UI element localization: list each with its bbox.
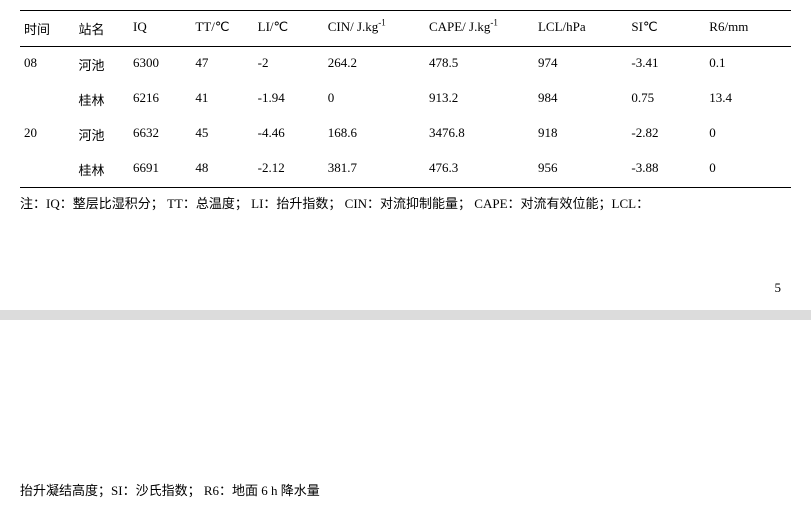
table-header-row: 时间 站名 IQ TT/℃ LI/℃ CIN/ J.kg-1 CAPE/ J.k… <box>20 11 791 47</box>
cell-time: 20 <box>20 117 75 152</box>
cell-si: -3.41 <box>627 47 705 83</box>
col-header-lcl: LCL/hPa <box>534 11 627 47</box>
cell-station: 河池 <box>75 47 130 83</box>
table-row: 桂林 6216 41 -1.94 0 913.2 984 0.75 13.4 <box>20 82 791 117</box>
cell-tt: 47 <box>191 47 253 83</box>
cell-tt: 48 <box>191 152 253 188</box>
cell-si: -2.82 <box>627 117 705 152</box>
cell-iq: 6216 <box>129 82 191 117</box>
cell-r6: 0 <box>705 117 791 152</box>
page-separator <box>0 310 811 320</box>
note-item: 抬升凝结高度； <box>20 483 111 498</box>
cell-r6: 0 <box>705 152 791 188</box>
cell-cape: 3476.8 <box>425 117 534 152</box>
cell-time: 08 <box>20 47 75 83</box>
cell-cin: 381.7 <box>324 152 425 188</box>
cell-li: -2 <box>254 47 324 83</box>
cape-label: CAPE/ J.kg <box>429 19 490 35</box>
cell-li: -1.94 <box>254 82 324 117</box>
col-header-station: 站名 <box>75 11 130 47</box>
cell-li: -4.46 <box>254 117 324 152</box>
cell-cape: 476.3 <box>425 152 534 188</box>
cell-time <box>20 152 75 188</box>
note-item: SI：沙氏指数； <box>111 483 201 498</box>
cell-time <box>20 82 75 117</box>
col-header-si: SI℃ <box>627 11 705 47</box>
cell-cin: 168.6 <box>324 117 425 152</box>
col-header-iq: IQ <box>129 11 191 47</box>
page-number: 5 <box>775 280 782 296</box>
table-container: 时间 站名 IQ TT/℃ LI/℃ CIN/ J.kg-1 CAPE/ J.k… <box>0 0 811 188</box>
cell-li: -2.12 <box>254 152 324 188</box>
col-header-r6: R6/mm <box>705 11 791 47</box>
data-table: 时间 站名 IQ TT/℃ LI/℃ CIN/ J.kg-1 CAPE/ J.k… <box>20 10 791 188</box>
cell-r6: 13.4 <box>705 82 791 117</box>
note-item: IQ：整层比湿积分； <box>46 196 164 211</box>
cell-tt: 41 <box>191 82 253 117</box>
cell-si: 0.75 <box>627 82 705 117</box>
cell-cape: 478.5 <box>425 47 534 83</box>
table-row: 桂林 6691 48 -2.12 381.7 476.3 956 -3.88 0 <box>20 152 791 188</box>
cell-tt: 45 <box>191 117 253 152</box>
table-body: 08 河池 6300 47 -2 264.2 478.5 974 -3.41 0… <box>20 47 791 188</box>
cell-iq: 6300 <box>129 47 191 83</box>
col-header-cin: CIN/ J.kg-1 <box>324 11 425 47</box>
table-row: 20 河池 6632 45 -4.46 168.6 3476.8 918 -2.… <box>20 117 791 152</box>
note-item: CIN：对流抑制能量； <box>345 196 471 211</box>
footnote-line-2: 抬升凝结高度；SI：沙氏指数； R6：地面 6 h 降水量 <box>0 320 811 529</box>
cell-lcl: 956 <box>534 152 627 188</box>
col-header-cape: CAPE/ J.kg-1 <box>425 11 534 47</box>
note-item: R6：地面 6 h 降水量 <box>204 483 320 498</box>
table-row: 08 河池 6300 47 -2 264.2 478.5 974 -3.41 0… <box>20 47 791 83</box>
col-header-time: 时间 <box>20 11 75 47</box>
cell-station: 河池 <box>75 117 130 152</box>
col-header-tt: TT/℃ <box>191 11 253 47</box>
footnote-line-1: 注：IQ：整层比湿积分； TT：总温度； LI：抬升指数； CIN：对流抑制能量… <box>0 188 811 215</box>
cell-si: -3.88 <box>627 152 705 188</box>
cell-r6: 0.1 <box>705 47 791 83</box>
cell-iq: 6691 <box>129 152 191 188</box>
cin-sup: -1 <box>378 18 386 28</box>
cell-lcl: 984 <box>534 82 627 117</box>
cin-label: CIN/ J.kg <box>328 19 379 35</box>
cell-station: 桂林 <box>75 82 130 117</box>
cell-cin: 264.2 <box>324 47 425 83</box>
cell-lcl: 974 <box>534 47 627 83</box>
cell-iq: 6632 <box>129 117 191 152</box>
note-item: CAPE：对流有效位能； <box>474 196 611 211</box>
cell-cape: 913.2 <box>425 82 534 117</box>
col-header-li: LI/℃ <box>254 11 324 47</box>
cell-station: 桂林 <box>75 152 130 188</box>
note-item: LI：抬升指数； <box>251 196 341 211</box>
cell-cin: 0 <box>324 82 425 117</box>
page: 时间 站名 IQ TT/℃ LI/℃ CIN/ J.kg-1 CAPE/ J.k… <box>0 0 811 529</box>
cape-sup: -1 <box>490 18 498 28</box>
cell-lcl: 918 <box>534 117 627 152</box>
note-prefix: 注： <box>20 196 46 211</box>
note-item: TT：总温度； <box>167 196 248 211</box>
note-item: LCL： <box>612 196 650 211</box>
